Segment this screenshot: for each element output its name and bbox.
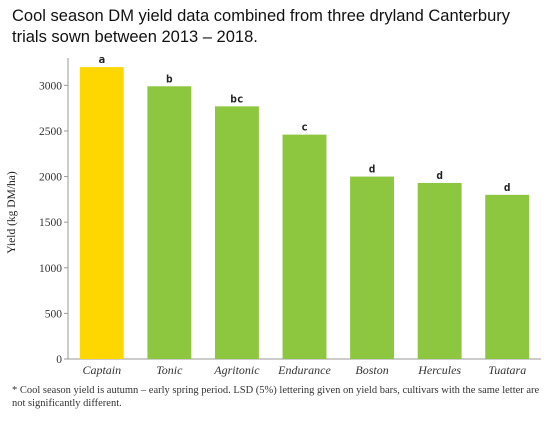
y-tick-label: 500 [45, 308, 63, 320]
significance-letter: a [98, 53, 105, 66]
y-tick-label: 2500 [39, 126, 62, 138]
y-tick-label: 1500 [39, 217, 62, 229]
significance-letter: d [369, 163, 376, 176]
significance-letter: b [166, 72, 173, 85]
x-tick-label: Tonic [156, 363, 183, 377]
x-tick-label: Tuatara [488, 363, 526, 377]
significance-letter: bc [230, 92, 243, 105]
x-tick-label: Boston [355, 363, 388, 377]
y-tick-label: 0 [56, 354, 62, 366]
bar-endurance [282, 134, 327, 359]
bar-tonic [147, 86, 192, 359]
bar-hercules [417, 182, 462, 359]
bar-captain [79, 67, 124, 359]
bar-agritonic [214, 106, 259, 359]
significance-letter: c [301, 121, 308, 134]
y-tick-label: 1000 [39, 263, 62, 275]
x-tick-label: Captain [82, 363, 121, 377]
bar-boston [350, 176, 395, 359]
significance-letter: d [504, 181, 511, 194]
y-axis-label: Yield (kg DM/ha) [6, 171, 18, 254]
chart-title: Cool season DM yield data combined from … [12, 6, 542, 48]
y-tick-label: 2000 [39, 172, 62, 184]
x-tick-label: Endurance [277, 363, 331, 377]
bar-tuatara [485, 194, 530, 359]
x-tick-label: Hercules [417, 363, 461, 377]
chart-title-line-2: trials sown between 2013 – 2018. [12, 28, 258, 46]
footnote: * Cool season yield is autumn – early sp… [12, 385, 540, 409]
chart-title-line-1: Cool season DM yield data combined from … [12, 7, 510, 25]
x-tick-label: Agritonic [213, 363, 260, 377]
significance-letter: d [436, 169, 443, 182]
y-tick-label: 3000 [39, 80, 62, 92]
